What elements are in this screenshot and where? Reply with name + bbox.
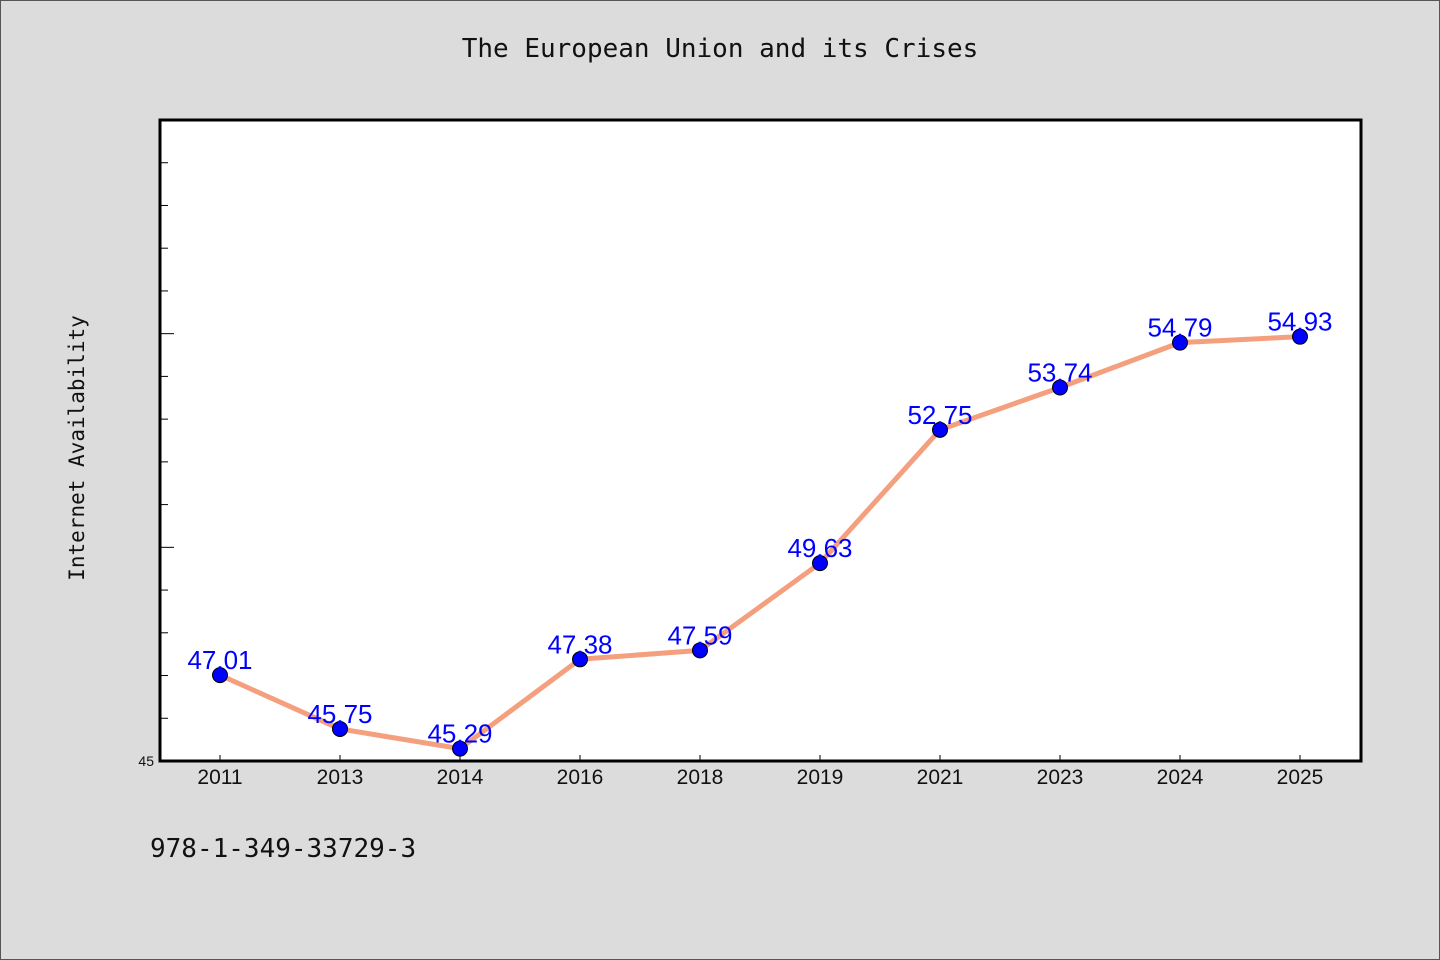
data-label: 47.38 [547,629,612,659]
data-point [452,740,468,757]
x-tick-label: 2013 [317,766,364,789]
data-point [332,720,348,737]
data-label: 54.93 [1267,307,1332,337]
data-label: 53.74 [1027,358,1092,388]
data-point [1292,328,1308,345]
data-point [812,555,828,572]
data-point [1052,379,1068,396]
y-tick-label: 45 [138,753,154,769]
data-label: 52.75 [907,400,972,430]
x-tick-label: 2019 [797,766,844,789]
x-tick-label: 2018 [677,766,724,789]
data-point [932,421,948,438]
x-tick-label: 2024 [1157,766,1204,789]
data-point [692,642,708,659]
data-label: 47.59 [667,620,732,650]
x-tick-label: 2025 [1277,766,1324,789]
data-label: 54.79 [1147,313,1212,343]
data-label: 45.29 [427,719,492,749]
chart-title: The European Union and its Crises [461,34,979,64]
plot-area [158,118,1363,763]
data-label: 49.63 [787,533,852,563]
footer-isbn-text: 978-1-349-33729-3 [150,834,417,864]
x-tick-label: 2021 [917,766,964,789]
x-tick-label: 2016 [557,766,604,789]
x-tick-label: 2011 [197,766,242,789]
x-tick-label: 2014 [437,766,484,789]
series-line [217,334,1303,752]
data-label: 45.75 [307,699,372,729]
data-label: 47.01 [187,645,252,675]
data-point [1172,334,1188,351]
data-point [572,651,588,668]
x-tick-label: 2023 [1037,766,1084,789]
data-point [212,667,228,684]
